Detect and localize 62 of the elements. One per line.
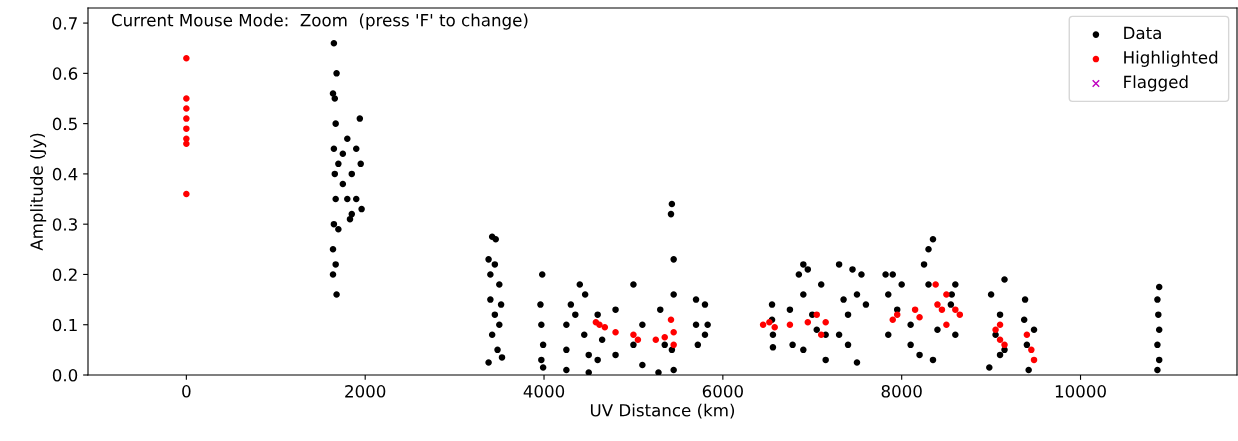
point (183, 140, 190, 147)
point (956, 311, 964, 318)
point (183, 105, 190, 112)
point (661, 334, 668, 341)
point (1028, 346, 1035, 354)
point (612, 329, 619, 336)
point (183, 190, 190, 198)
point (652, 336, 660, 344)
x-axis-title: UV Distance (km) (590, 403, 735, 419)
point (771, 323, 778, 331)
x-tick-label: 8000 (881, 385, 922, 398)
point (911, 306, 919, 313)
y-tick-label: 0.7 (52, 17, 77, 30)
point (183, 115, 190, 122)
point (996, 336, 1004, 344)
y-tick-label: 0.5 (52, 117, 77, 131)
point (183, 55, 190, 62)
y-tick-label: 0.0 (52, 368, 78, 382)
y-tick-label: 0.3 (52, 218, 77, 231)
point (952, 306, 959, 313)
point (992, 326, 999, 334)
point (1001, 341, 1008, 349)
legend-label: Highlighted (1124, 50, 1218, 67)
y-tick-label: 0.4 (52, 167, 78, 181)
point (183, 125, 190, 132)
x-tick-label: 4000 (523, 385, 565, 398)
point (804, 318, 812, 326)
point (670, 329, 677, 336)
point (943, 321, 950, 328)
point (630, 331, 637, 339)
point (634, 336, 642, 344)
point (601, 323, 609, 331)
point (667, 316, 675, 323)
point (822, 318, 829, 326)
point (889, 316, 896, 323)
y-tick-label: 0.1 (52, 318, 77, 332)
point (786, 321, 794, 328)
point (932, 281, 939, 288)
point (938, 306, 946, 313)
point (596, 321, 603, 328)
point (1023, 331, 1031, 339)
point (996, 321, 1004, 328)
point (183, 95, 190, 102)
point (934, 301, 941, 308)
x-tick-label: 2000 (345, 385, 386, 398)
y-axis-title: Amplitude (Jy) (30, 133, 47, 251)
point (893, 311, 901, 318)
point (759, 321, 767, 328)
point (1030, 356, 1038, 364)
annotation: Current Mouse Mode: Zoom (press 'F' to change) (111, 13, 528, 30)
point (916, 313, 923, 321)
x-tick-label: 10000 (1055, 385, 1106, 398)
legend-label: Data (1124, 26, 1161, 40)
x-tick-label: 6000 (702, 385, 743, 398)
point (817, 331, 825, 339)
x-tick-label: 0 (182, 385, 191, 398)
point (670, 341, 677, 349)
point (943, 291, 950, 298)
point (813, 311, 820, 318)
y-tick-label: 0.2 (52, 268, 77, 282)
y-tick-label: 0.6 (52, 67, 78, 80)
legend-label: Flagged (1124, 75, 1188, 92)
